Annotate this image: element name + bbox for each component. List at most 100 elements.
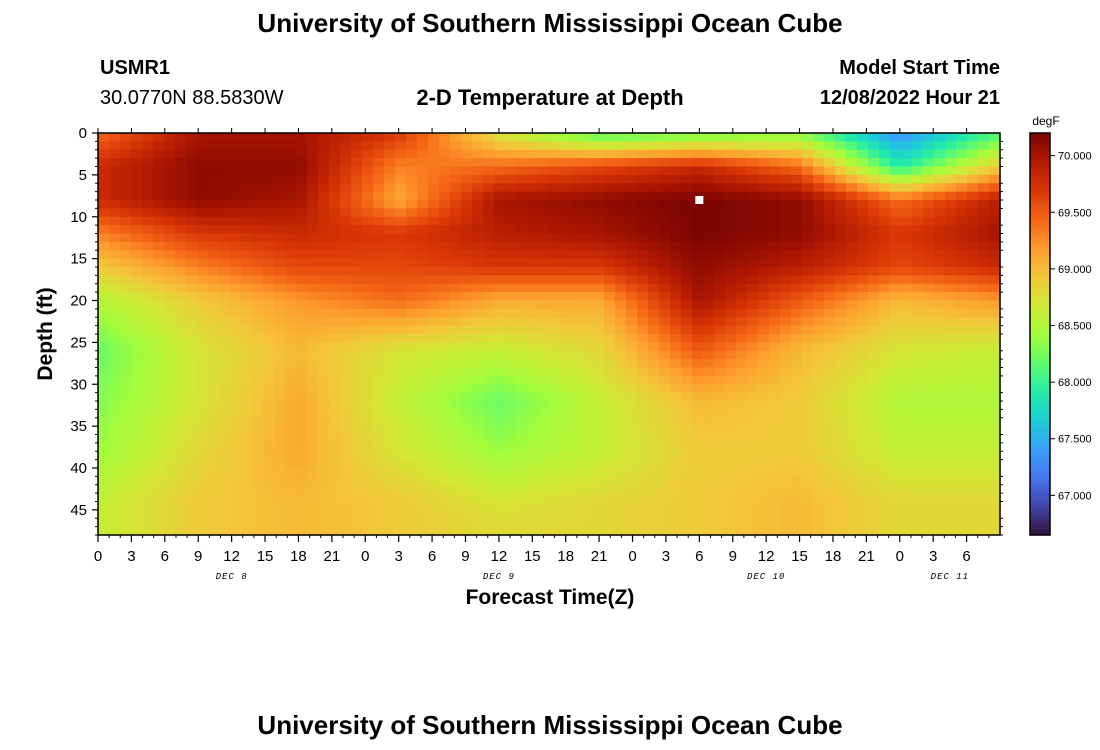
heatmap-cell (681, 392, 693, 402)
heatmap-cell (527, 401, 539, 410)
heatmap-cell (263, 174, 275, 184)
heatmap-cell (681, 325, 693, 335)
heatmap-cell (296, 300, 308, 310)
heatmap-cell (604, 434, 616, 444)
heatmap-cell (428, 267, 440, 276)
heatmap-cell (175, 233, 187, 243)
heatmap-cell (109, 334, 121, 343)
heatmap-cell (164, 476, 176, 486)
heatmap-cell (571, 392, 583, 402)
heatmap-cell (560, 233, 572, 243)
heatmap-cell (868, 258, 880, 268)
heatmap-cell (98, 149, 110, 159)
heatmap-cell (439, 208, 451, 218)
heatmap-cell (252, 484, 264, 494)
heatmap-cell (725, 325, 737, 335)
heatmap-cell (461, 174, 473, 184)
heatmap-cell (296, 308, 308, 318)
heatmap-cell (637, 267, 649, 276)
heatmap-cell (956, 275, 968, 285)
heatmap-cell (527, 275, 539, 285)
heatmap-cell (659, 241, 671, 251)
heatmap-cell (967, 275, 979, 285)
heatmap-cell (450, 133, 462, 142)
heatmap-cell (164, 317, 176, 327)
heatmap-cell (98, 526, 110, 536)
heatmap-cell (109, 409, 121, 419)
heatmap-cell (846, 166, 858, 176)
heatmap-cell (230, 200, 242, 209)
heatmap-cell (692, 484, 704, 494)
heatmap-cell (912, 342, 924, 352)
heatmap-cell (670, 258, 682, 268)
heatmap-cell (549, 149, 561, 159)
heatmap-cell (483, 509, 495, 519)
date-label: DEC 11 (931, 572, 969, 582)
heatmap-cell (417, 141, 429, 151)
heatmap-cell (725, 283, 737, 293)
heatmap-cell (230, 468, 242, 477)
heatmap-cell (186, 509, 198, 519)
heatmap-cell (637, 133, 649, 142)
heatmap-cell (901, 409, 913, 419)
heatmap-cell (340, 233, 352, 243)
heatmap-cell (978, 501, 990, 511)
heatmap-cell (923, 417, 935, 427)
heatmap-cell (934, 509, 946, 519)
heatmap-cell (351, 493, 363, 503)
heatmap-cell (494, 241, 506, 251)
heatmap-cell (582, 183, 594, 193)
heatmap-cell (813, 166, 825, 176)
heatmap-cell (901, 375, 913, 385)
heatmap-cell (978, 283, 990, 293)
heatmap-cell (329, 250, 341, 260)
heatmap-cell (406, 375, 418, 385)
heatmap-cell (681, 267, 693, 276)
heatmap-cell (164, 350, 176, 360)
heatmap-cell (241, 392, 253, 402)
heatmap-cell (263, 417, 275, 427)
heatmap-cell (824, 442, 836, 452)
heatmap-cell (802, 225, 814, 235)
heatmap-cell (142, 308, 154, 318)
heatmap-cell (219, 401, 231, 410)
heatmap-cell (98, 317, 110, 327)
heatmap-cell (637, 200, 649, 209)
heatmap-cell (527, 417, 539, 427)
heatmap-cell (582, 476, 594, 486)
heatmap-cell (318, 200, 330, 209)
heatmap-cell (549, 183, 561, 193)
heatmap-cell (967, 468, 979, 477)
heatmap-cell (967, 434, 979, 444)
heatmap-cell (120, 317, 132, 327)
heatmap-cell (769, 459, 781, 469)
heatmap-cell (637, 417, 649, 427)
heatmap-cell (109, 401, 121, 410)
heatmap-cell (901, 191, 913, 201)
heatmap-cell (934, 392, 946, 402)
heatmap-cell (241, 216, 253, 226)
heatmap-cell (406, 325, 418, 335)
heatmap-cell (626, 258, 638, 268)
heatmap-cell (747, 166, 759, 176)
heatmap-cell (274, 250, 286, 260)
heatmap-cell (593, 174, 605, 184)
heatmap-cell (813, 401, 825, 410)
heatmap-cell (923, 191, 935, 201)
heatmap-cell (153, 468, 165, 477)
heatmap-cell (670, 409, 682, 419)
heatmap-cell (934, 493, 946, 503)
heatmap-cell (340, 133, 352, 142)
heatmap-cell (736, 267, 748, 276)
heatmap-cell (164, 225, 176, 235)
heatmap-cell (912, 384, 924, 394)
heatmap-cell (153, 317, 165, 327)
heatmap-cell (912, 409, 924, 419)
heatmap-cell (285, 325, 297, 335)
heatmap-cell (142, 359, 154, 369)
heatmap-cell (780, 401, 792, 410)
heatmap-cell (109, 258, 121, 268)
heatmap-cell (560, 501, 572, 511)
heatmap-cell (219, 526, 231, 536)
heatmap-cell (516, 158, 528, 168)
